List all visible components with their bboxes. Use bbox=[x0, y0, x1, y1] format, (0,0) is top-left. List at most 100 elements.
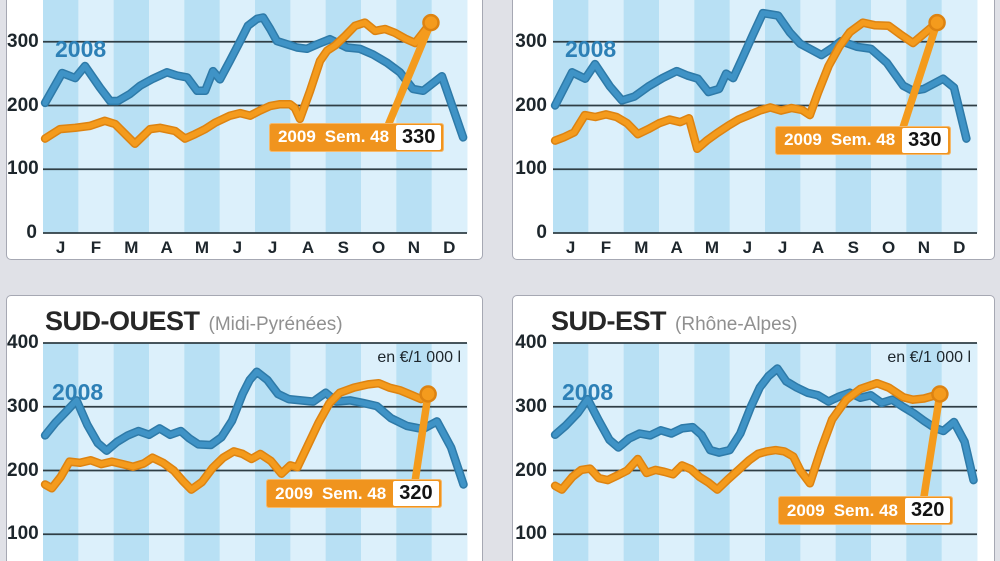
y-tick-label-300: 300 bbox=[515, 30, 547, 52]
callout-week: Sem. 48 bbox=[324, 127, 390, 147]
callout-value: 320 bbox=[393, 481, 439, 506]
chart-panel-sud-est: SUD-EST (Rhône-Alpes) en €/1 000 l 2008 … bbox=[512, 295, 995, 561]
month-label-M: M bbox=[124, 238, 139, 257]
y-tick-label-400: 400 bbox=[515, 332, 547, 353]
y-tick-label-100: 100 bbox=[515, 523, 547, 545]
y-tick-label-0: 0 bbox=[26, 222, 37, 243]
plot-canvas bbox=[550, 342, 978, 561]
plot-area: en €/1 000 l 2008 2009 Sem. 48 320 bbox=[550, 342, 978, 561]
month-stripe-N bbox=[396, 343, 433, 561]
callout-week48: 2009 Sem. 48 320 bbox=[777, 496, 954, 525]
series-2009-line bbox=[42, 380, 431, 493]
month-label-A: A bbox=[301, 238, 315, 257]
chart-subtitle: (Rhône-Alpes) bbox=[675, 314, 798, 335]
chart-subtitle: (Midi-Pyrénées) bbox=[208, 314, 343, 335]
series-2008-label: 2008 bbox=[565, 36, 617, 62]
month-stripe-M bbox=[113, 0, 150, 233]
month-label-M: M bbox=[704, 238, 720, 257]
month-stripe-M bbox=[623, 0, 660, 233]
month-stripe-S bbox=[835, 0, 872, 233]
month-label-D: D bbox=[953, 238, 966, 257]
month-stripe-O bbox=[871, 343, 907, 561]
month-label-F: F bbox=[600, 238, 612, 257]
month-stripe-M bbox=[694, 0, 731, 233]
end-marker-week48 bbox=[928, 13, 946, 32]
month-stripe-D bbox=[941, 343, 978, 561]
callout-value: 330 bbox=[902, 127, 948, 153]
plot-area: 2008 2009 Sem. 48 330 bbox=[550, 0, 978, 234]
callout-week: Sem. 48 bbox=[833, 500, 898, 520]
unit-label: en €/1 000 l bbox=[887, 349, 971, 366]
month-label-N: N bbox=[917, 238, 931, 257]
month-stripe-S bbox=[835, 343, 872, 561]
month-label-S: S bbox=[337, 238, 349, 257]
month-stripe-A bbox=[659, 343, 695, 561]
plot-canvas bbox=[550, 0, 978, 234]
callout-pointer bbox=[918, 393, 944, 511]
callout-week48: 2009 Sem. 48 330 bbox=[268, 122, 445, 152]
callout-week: Sem. 48 bbox=[830, 130, 896, 150]
y-tick-label-100: 100 bbox=[7, 158, 39, 180]
y-tick-label-300: 300 bbox=[7, 30, 39, 52]
callout-year: 2009 bbox=[786, 500, 825, 520]
end-marker-week48 bbox=[931, 385, 949, 403]
callout-year: 2009 bbox=[277, 127, 316, 147]
month-label-J: J bbox=[55, 238, 66, 257]
month-stripe-M bbox=[623, 343, 660, 561]
y-tick-label-200: 200 bbox=[7, 459, 39, 481]
month-label-M: M bbox=[634, 238, 649, 257]
series-2009-line bbox=[552, 380, 943, 493]
month-stripe-A bbox=[149, 0, 185, 233]
month-stripe-M bbox=[184, 343, 221, 561]
month-label-O: O bbox=[372, 238, 386, 257]
series-2008-line bbox=[552, 365, 977, 483]
callout-week48: 2009 Sem. 48 330 bbox=[775, 125, 951, 155]
y-tick-label-200: 200 bbox=[515, 459, 547, 481]
month-stripe-M bbox=[184, 0, 221, 233]
chart-header: SUD-OUEST (Midi-Pyrénées) bbox=[45, 306, 343, 337]
y-tick-label-0: 0 bbox=[536, 222, 547, 243]
month-label-A: A bbox=[160, 238, 173, 257]
callout-value: 320 bbox=[904, 498, 951, 523]
month-label-O: O bbox=[882, 238, 896, 257]
month-stripe-A bbox=[149, 343, 185, 561]
month-label-J: J bbox=[742, 238, 753, 257]
unit-label: en €/1 000 l bbox=[377, 349, 461, 366]
month-stripe-F bbox=[588, 343, 625, 561]
month-label-A: A bbox=[811, 238, 825, 257]
series-2008-line bbox=[42, 14, 466, 141]
end-marker-week48 bbox=[419, 385, 437, 403]
month-label-D: D bbox=[443, 238, 456, 257]
month-stripe-J bbox=[43, 0, 79, 233]
callout-week48: 2009 Sem. 48 320 bbox=[266, 479, 442, 508]
month-stripe-N bbox=[906, 343, 943, 561]
series-2008-line bbox=[42, 368, 467, 488]
month-label-F: F bbox=[90, 238, 102, 257]
end-marker-week48 bbox=[422, 13, 440, 32]
y-tick-label-300: 300 bbox=[7, 395, 39, 417]
plot-area: en €/1 000 l 2008 2009 Sem. 48 320 bbox=[40, 342, 468, 561]
callout-year: 2009 bbox=[784, 130, 822, 150]
month-label-J: J bbox=[777, 238, 788, 257]
month-label-A: A bbox=[670, 238, 683, 257]
chart-header: SUD-EST (Rhône-Alpes) bbox=[551, 306, 798, 337]
series-2008-label: 2008 bbox=[52, 379, 104, 405]
month-label-M: M bbox=[194, 238, 210, 257]
month-stripe-F bbox=[78, 0, 115, 233]
chart-panel-sud-ouest: SUD-OUEST (Midi-Pyrénées) en €/1 000 l 2… bbox=[6, 295, 483, 561]
plot-area: 2008 2009 Sem. 48 330 bbox=[40, 0, 468, 234]
chart-title: SUD-EST bbox=[551, 306, 667, 336]
y-tick-label-400: 400 bbox=[7, 332, 39, 353]
month-stripe-J bbox=[43, 343, 79, 561]
y-tick-label-100: 100 bbox=[7, 523, 39, 545]
series-2009-line bbox=[42, 19, 434, 147]
callout-week: Sem. 48 bbox=[321, 483, 387, 503]
callout-value: 330 bbox=[396, 124, 442, 150]
plot-canvas bbox=[40, 342, 468, 561]
y-tick-label-200: 200 bbox=[515, 94, 547, 116]
series-2008-line bbox=[552, 10, 970, 142]
month-stripe-M bbox=[113, 343, 150, 561]
